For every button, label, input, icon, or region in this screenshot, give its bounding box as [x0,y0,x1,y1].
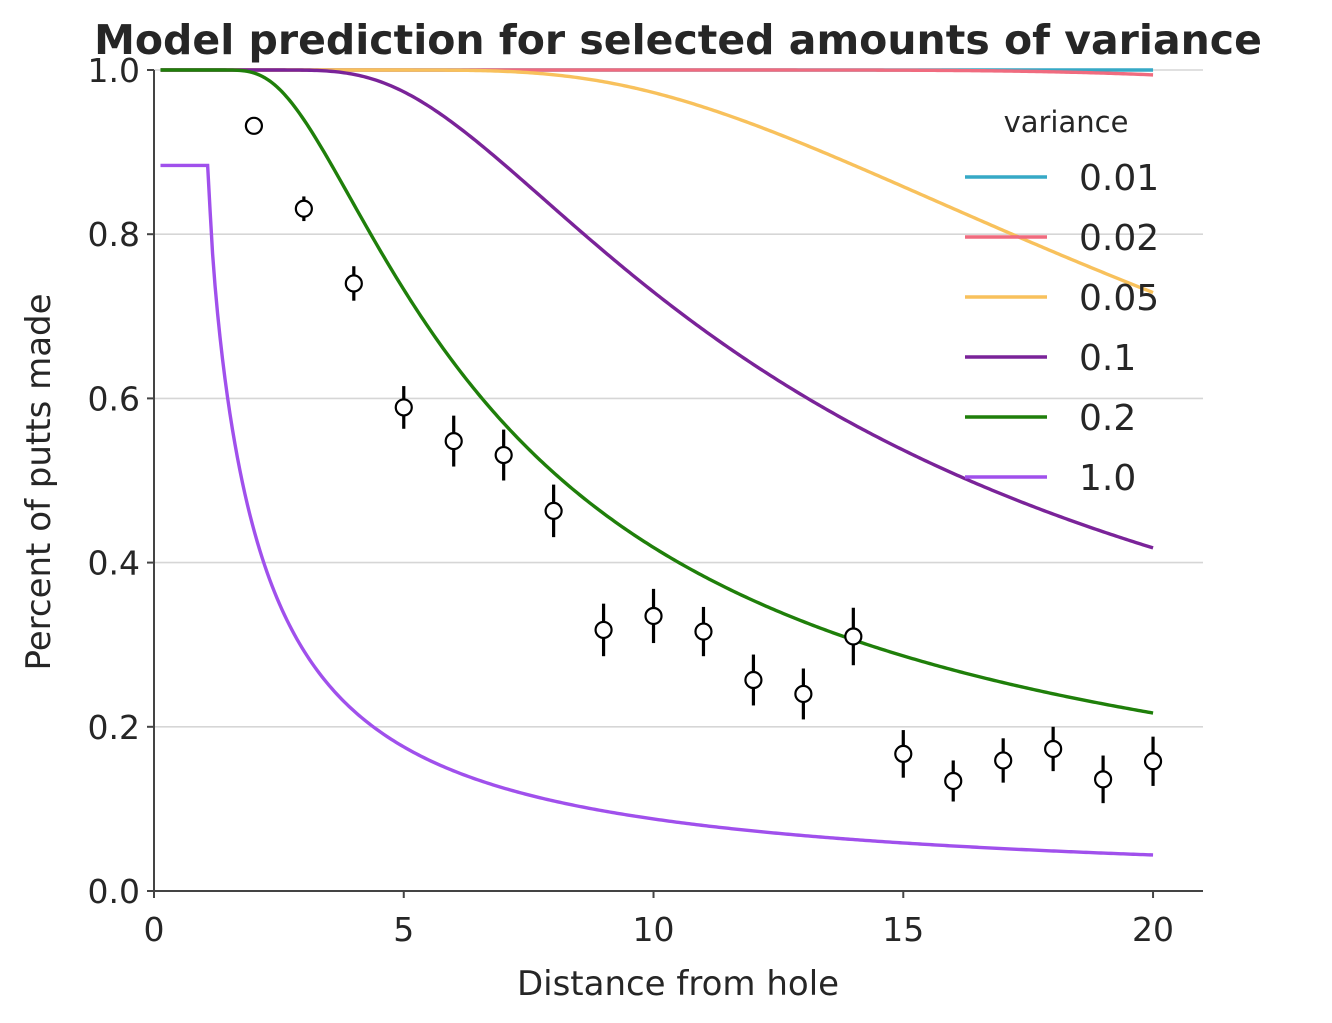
legend-label: 0.01 [1079,158,1159,199]
y-tick-label: 0.2 [88,708,140,747]
y-tick-label: 1.0 [88,51,140,90]
data-point [1093,770,1113,789]
series-line-0.2 [160,68,1154,715]
data-point [494,445,513,465]
data-point [1044,739,1063,759]
y-tick-label: 0.0 [88,872,140,911]
series-lines [160,68,1154,857]
legend-label: 0.02 [1079,218,1159,259]
data-point [744,670,763,690]
data-point [544,501,563,520]
data-point [1143,752,1163,771]
observations [244,116,1163,804]
legend: variance 0.01 0.02 0.05 0.1 0.2 1.0 [965,105,1159,499]
x-tick-label: 5 [393,910,414,949]
series-line-1.0 [160,163,1154,857]
y-tick-label: 0.8 [88,215,140,254]
data-point [594,620,613,640]
x-tick-label: 20 [1132,910,1174,949]
data-point [244,116,264,135]
data-point [794,684,813,704]
y-tick-label: 0.4 [88,544,140,583]
legend-title: variance [1004,105,1129,139]
x-tick-label: 15 [882,910,924,949]
legend-label: 0.2 [1079,398,1136,439]
data-point [944,771,963,791]
legend-label: 0.05 [1079,278,1159,319]
data-point [644,606,663,626]
x-axis-label: Distance from hole [517,964,839,1004]
legend-label: 1.0 [1079,458,1136,499]
legend-label: 0.1 [1079,338,1136,379]
data-point [894,744,913,763]
grid-lines [154,69,1203,728]
series-line-0.1 [160,68,1154,550]
y-axis-label: Percent of putts made [19,293,59,670]
data-point [294,199,313,218]
data-point [694,622,713,641]
x-tick-label: 10 [633,910,675,949]
data-point [344,274,363,293]
series-line-0.05 [160,68,1154,295]
data-point [394,398,413,417]
chart-title: Model prediction for selected amounts of… [94,16,1262,64]
ticks: 0 5 10 15 20 0.0 0.2 0.4 0.6 0.8 1.0 [88,51,1175,949]
data-point [994,751,1013,770]
x-tick-label: 0 [144,910,165,949]
axes [153,70,1203,892]
data-point [844,627,863,646]
y-tick-label: 0.6 [88,379,140,418]
data-point [444,431,463,451]
